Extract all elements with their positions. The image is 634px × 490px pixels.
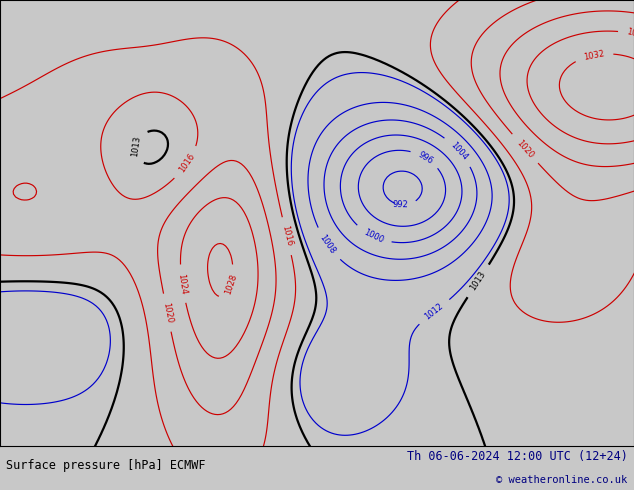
Text: 1028: 1028 [224,272,239,295]
Text: Th 06-06-2024 12:00 UTC (12+24): Th 06-06-2024 12:00 UTC (12+24) [407,450,628,464]
Text: 1020: 1020 [515,138,535,160]
Text: 1020: 1020 [161,301,174,324]
Text: 992: 992 [392,200,408,209]
Text: 1008: 1008 [318,233,337,256]
Text: Surface pressure [hPa] ECMWF: Surface pressure [hPa] ECMWF [6,459,206,472]
Text: 1000: 1000 [362,227,385,245]
Text: © weatheronline.co.uk: © weatheronline.co.uk [496,475,628,485]
Text: 1024: 1024 [176,273,188,295]
Text: 1032: 1032 [583,49,605,62]
Text: 1013: 1013 [130,135,142,158]
Text: 1004: 1004 [448,140,469,162]
Text: 1028: 1028 [626,27,634,41]
Text: 1013: 1013 [469,270,488,292]
Text: 1012: 1012 [424,302,445,322]
Text: 1016: 1016 [178,152,197,174]
Text: 1016: 1016 [280,225,294,247]
Text: 996: 996 [417,150,434,166]
